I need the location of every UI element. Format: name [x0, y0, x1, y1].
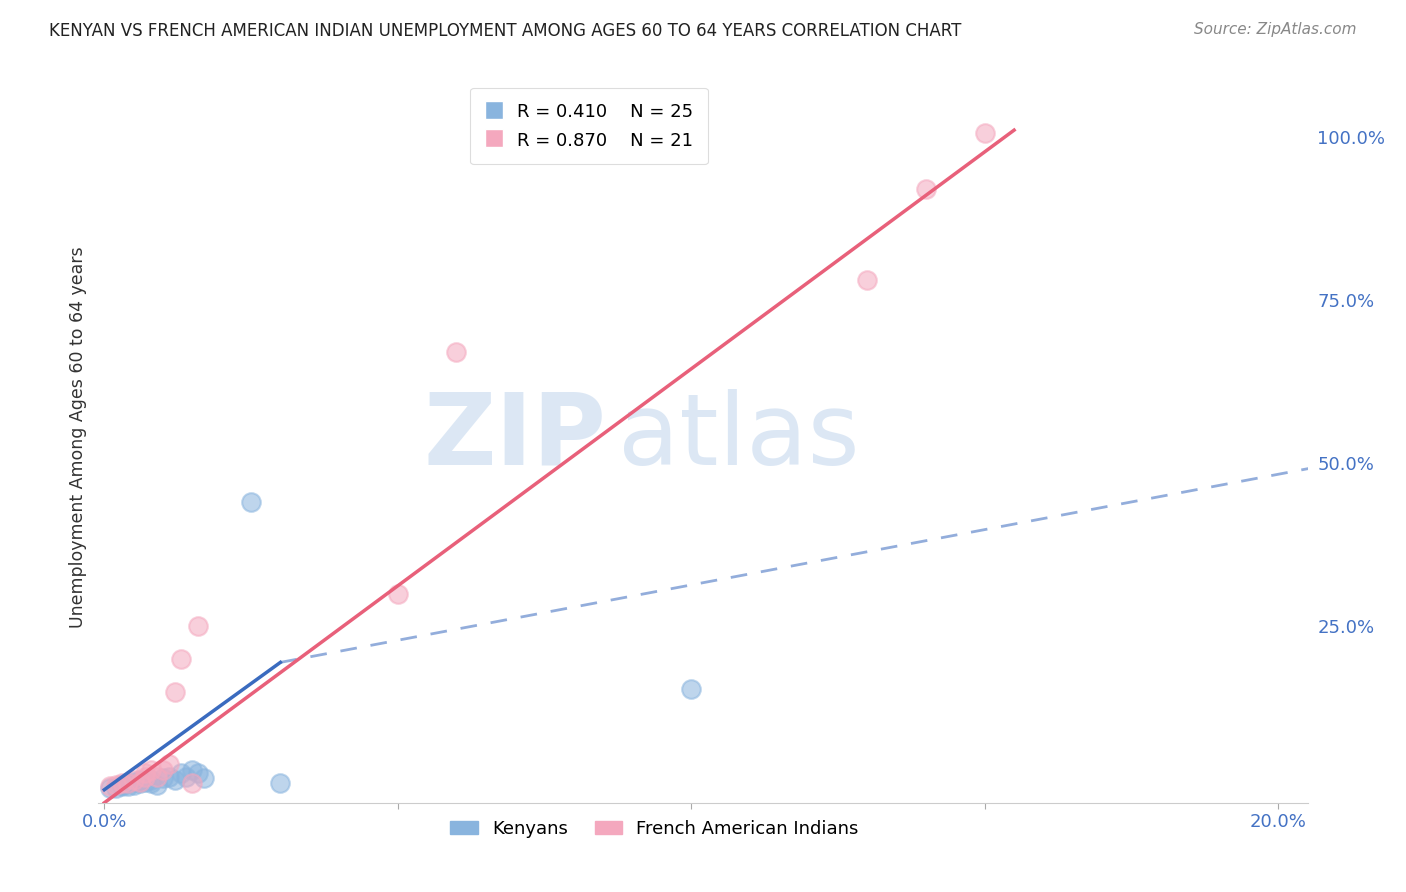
Text: Source: ZipAtlas.com: Source: ZipAtlas.com	[1194, 22, 1357, 37]
Point	[152, 771, 174, 785]
Point	[111, 778, 134, 792]
Point	[157, 756, 180, 771]
Point	[98, 780, 121, 794]
Point	[117, 780, 139, 794]
Point	[856, 273, 879, 287]
Point	[187, 766, 209, 780]
Point	[446, 345, 468, 359]
Point	[141, 772, 163, 787]
Point	[141, 763, 163, 777]
Point	[117, 776, 139, 790]
Point	[681, 681, 703, 696]
Point	[128, 772, 150, 787]
Point	[387, 587, 409, 601]
Point	[146, 778, 169, 792]
Point	[105, 778, 128, 792]
Point	[157, 770, 180, 784]
Text: atlas: atlas	[619, 389, 860, 485]
Text: ZIP: ZIP	[423, 389, 606, 485]
Point	[98, 781, 121, 796]
Point	[163, 685, 186, 699]
Point	[187, 619, 209, 633]
Text: KENYAN VS FRENCH AMERICAN INDIAN UNEMPLOYMENT AMONG AGES 60 TO 64 YEARS CORRELAT: KENYAN VS FRENCH AMERICAN INDIAN UNEMPLO…	[49, 22, 962, 40]
Point	[152, 763, 174, 777]
Point	[128, 776, 150, 790]
Point	[169, 766, 191, 780]
Point	[122, 775, 145, 789]
Point	[128, 775, 150, 789]
Point	[122, 778, 145, 792]
Point	[915, 182, 938, 196]
Point	[240, 495, 263, 509]
Point	[163, 772, 186, 787]
Point	[111, 780, 134, 794]
Point	[973, 127, 995, 141]
Point	[134, 775, 156, 789]
Point	[169, 652, 191, 666]
Point	[134, 770, 156, 784]
Point	[181, 776, 204, 790]
Point	[134, 766, 156, 780]
Point	[105, 780, 128, 795]
Point	[117, 776, 139, 790]
Point	[269, 776, 291, 790]
Point	[181, 763, 204, 777]
Point	[193, 771, 215, 785]
Point	[146, 770, 169, 784]
Point	[122, 772, 145, 787]
Point	[111, 776, 134, 790]
Legend: Kenyans, French American Indians: Kenyans, French American Indians	[443, 813, 866, 845]
Y-axis label: Unemployment Among Ages 60 to 64 years: Unemployment Among Ages 60 to 64 years	[69, 246, 87, 628]
Point	[141, 776, 163, 790]
Point	[176, 770, 198, 784]
